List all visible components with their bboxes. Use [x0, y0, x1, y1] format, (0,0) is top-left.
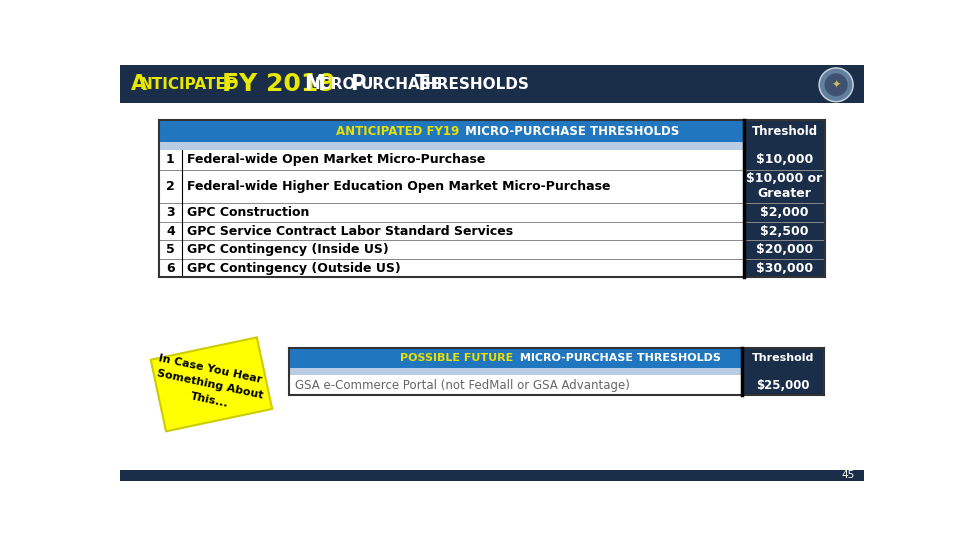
Text: GPC Construction: GPC Construction: [186, 206, 309, 219]
Text: $2,000: $2,000: [760, 206, 809, 219]
Bar: [158, 170, 826, 204]
Polygon shape: [151, 338, 273, 431]
Text: ICRO-: ICRO-: [315, 77, 363, 92]
Text: $10,000 or
Greater: $10,000 or Greater: [747, 172, 823, 200]
Circle shape: [819, 68, 853, 102]
Bar: [120, 470, 864, 481]
Bar: [158, 120, 826, 278]
Text: Something About: Something About: [156, 368, 264, 401]
Bar: [744, 204, 826, 222]
Bar: [289, 368, 824, 375]
Bar: [744, 222, 826, 240]
Text: 45: 45: [842, 470, 854, 480]
Text: 3: 3: [166, 206, 175, 219]
Bar: [744, 150, 826, 170]
Text: 2: 2: [166, 180, 175, 193]
Text: 5: 5: [166, 243, 175, 256]
Bar: [289, 375, 824, 395]
Bar: [742, 375, 824, 395]
Bar: [158, 222, 826, 240]
Bar: [158, 120, 826, 142]
Text: 6: 6: [166, 261, 175, 274]
Bar: [742, 348, 824, 368]
Bar: [120, 65, 864, 103]
Bar: [742, 368, 824, 375]
Text: MICRO-PURCHASE THRESHOLDS: MICRO-PURCHASE THRESHOLDS: [516, 353, 721, 363]
Text: $20,000: $20,000: [756, 243, 813, 256]
Text: In Case You Hear: In Case You Hear: [157, 353, 262, 385]
Text: MICRO-PURCHASE THRESHOLDS: MICRO-PURCHASE THRESHOLDS: [462, 125, 680, 138]
Text: GPC Service Contract Labor Standard Services: GPC Service Contract Labor Standard Serv…: [186, 225, 513, 238]
Bar: [158, 259, 826, 278]
Text: ANTICIPATED FY19: ANTICIPATED FY19: [336, 125, 459, 138]
Text: HRESHOLDS: HRESHOLDS: [424, 77, 530, 92]
Text: ✦: ✦: [831, 80, 841, 90]
Bar: [744, 170, 826, 204]
Bar: [158, 240, 826, 259]
Text: GPC Contingency (Outside US): GPC Contingency (Outside US): [186, 261, 400, 274]
Text: FY 2019: FY 2019: [223, 72, 336, 96]
Text: GSA e-Commerce Portal (not FedMall or GSA Advantage): GSA e-Commerce Portal (not FedMall or GS…: [295, 379, 630, 392]
Bar: [158, 150, 826, 170]
Text: 4: 4: [166, 225, 175, 238]
Circle shape: [821, 70, 852, 100]
Bar: [289, 348, 824, 395]
Text: Federal-wide Higher Education Open Market Micro-Purchase: Federal-wide Higher Education Open Marke…: [186, 180, 611, 193]
Text: $30,000: $30,000: [756, 261, 813, 274]
Text: 1: 1: [166, 153, 175, 166]
Text: POSSIBLE FUTURE: POSSIBLE FUTURE: [400, 353, 514, 363]
Text: URCHASE: URCHASE: [360, 77, 442, 92]
Circle shape: [826, 74, 847, 96]
Bar: [744, 240, 826, 259]
Text: M: M: [303, 74, 324, 94]
Bar: [744, 142, 826, 150]
Bar: [744, 120, 826, 142]
Text: T: T: [416, 74, 429, 94]
Text: Federal-wide Open Market Micro-Purchase: Federal-wide Open Market Micro-Purchase: [186, 153, 485, 166]
Text: P: P: [350, 74, 366, 94]
Bar: [158, 142, 826, 150]
Bar: [289, 348, 824, 368]
Text: Threshold: Threshold: [752, 353, 814, 363]
Bar: [744, 259, 826, 278]
Text: GPC Contingency (Inside US): GPC Contingency (Inside US): [186, 243, 389, 256]
Text: NTICIPATED: NTICIPATED: [139, 77, 239, 92]
Text: $10,000: $10,000: [756, 153, 813, 166]
Text: $2,500: $2,500: [760, 225, 809, 238]
Text: A: A: [131, 74, 147, 94]
Bar: [158, 204, 826, 222]
Text: This...: This...: [190, 391, 229, 409]
Text: Threshold: Threshold: [752, 125, 818, 138]
Text: $25,000: $25,000: [756, 379, 810, 392]
